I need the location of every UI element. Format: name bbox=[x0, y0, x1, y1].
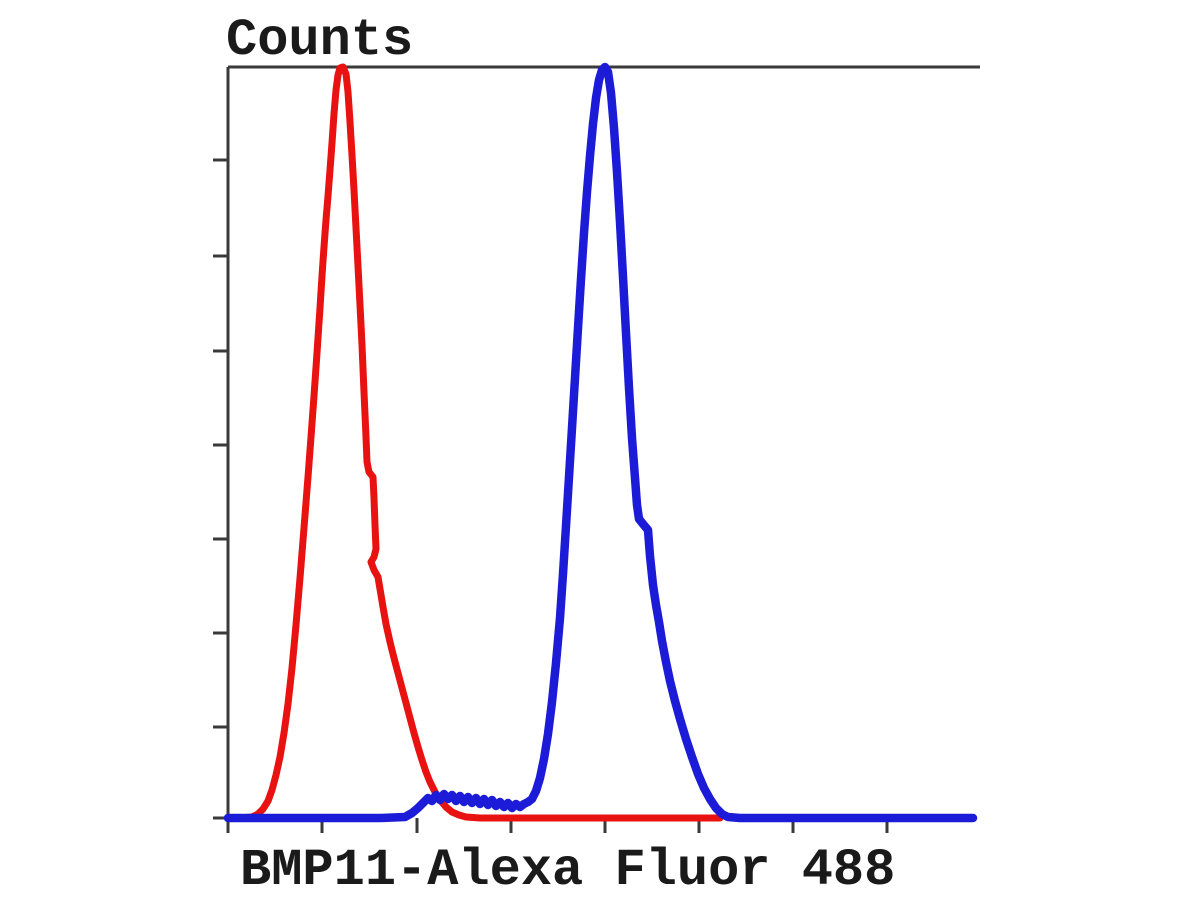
series-line-red-population-negative-control bbox=[224, 63, 724, 822]
plot-area bbox=[213, 62, 980, 833]
y-axis-title: Counts bbox=[226, 11, 413, 70]
series-line-blue-population-bmp11-stained bbox=[223, 62, 978, 823]
x-axis-title: BMP11-Alexa Fluor 488 bbox=[240, 841, 895, 900]
